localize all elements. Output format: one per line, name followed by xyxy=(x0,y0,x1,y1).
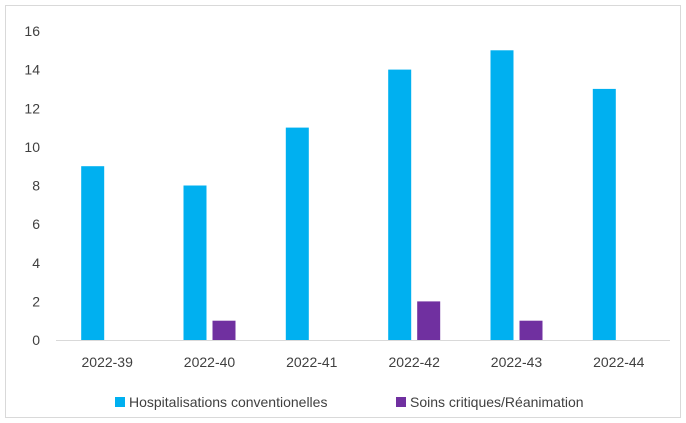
legend-swatch xyxy=(396,397,406,407)
x-tick-label: 2022-39 xyxy=(82,354,134,370)
bar-hospitalisations-2022-42 xyxy=(388,69,412,340)
y-tick-label: 14 xyxy=(24,62,40,78)
bar-soins-critiques-2022-40 xyxy=(212,320,236,340)
legend-swatch xyxy=(115,397,125,407)
x-tick-label: 2022-42 xyxy=(389,354,441,370)
bar-soins-critiques-2022-42 xyxy=(417,301,441,340)
bars xyxy=(81,50,616,341)
y-tick-label: 8 xyxy=(32,178,40,194)
legend-label: Hospitalisations conventionelles xyxy=(129,394,327,410)
y-tick-label: 6 xyxy=(32,216,40,232)
x-tick-label: 2022-41 xyxy=(286,354,338,370)
y-tick-label: 2 xyxy=(32,293,40,309)
y-tick-label: 4 xyxy=(32,255,40,271)
bar-hospitalisations-2022-41 xyxy=(285,127,309,340)
y-tick-label: 10 xyxy=(24,139,40,155)
x-axis-ticks: 2022-39 2022-40 2022-41 2022-42 2022-43 2022-… xyxy=(82,354,645,370)
bar-hospitalisations-2022-43 xyxy=(490,50,514,341)
legend-item-hospitalisations: Hospitalisations conventionelles xyxy=(115,394,327,410)
bar-hospitalisations-2022-44 xyxy=(592,88,616,341)
x-tick-label: 2022-43 xyxy=(491,354,543,370)
x-tick-label: 2022-44 xyxy=(593,354,645,370)
bar-soins-critiques-2022-43 xyxy=(519,320,543,340)
x-tick-label: 2022-40 xyxy=(184,354,236,370)
y-axis-ticks: 0 2 4 6 8 10 12 14 16 xyxy=(24,23,40,348)
bar-hospitalisations-2022-39 xyxy=(81,166,105,340)
y-tick-label: 16 xyxy=(24,23,40,39)
legend-label: Soins critiques/Réanimation xyxy=(410,394,584,410)
legend: Hospitalisations conventionelles Soins cr… xyxy=(115,394,584,410)
legend-item-soins-critiques: Soins critiques/Réanimation xyxy=(396,394,584,410)
y-tick-label: 0 xyxy=(32,332,40,348)
bar-hospitalisations-2022-40 xyxy=(183,185,207,340)
y-tick-label: 12 xyxy=(24,100,40,116)
chart-frame xyxy=(5,5,681,418)
